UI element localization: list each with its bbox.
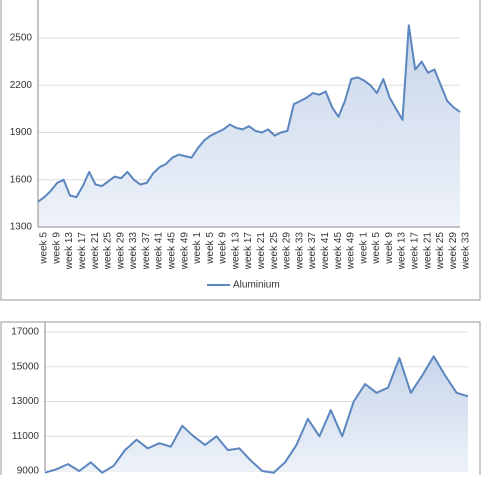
x-tick-label: week 21 [422,232,433,271]
x-tick-label: week 9 [384,232,395,265]
x-tick-label: week 25 [103,232,114,271]
area [45,356,468,473]
y-tick-label: 1600 [10,174,33,185]
x-tick-label: week 21 [256,232,267,271]
x-tick-label: week 29 [115,232,126,271]
y-tick-label: 11000 [12,431,40,442]
line [37,24,461,203]
x-tick-label: week 21 [90,232,101,271]
y-tick-label: 1300 [10,222,33,233]
y-tick-label: 1900 [10,127,33,138]
y-tick-label: 9000 [17,466,40,475]
x-tick-label: week 5 [205,232,216,265]
x-tick-label: week 33 [128,232,139,271]
x-tick-label: week 17 [243,232,254,271]
x-tick-label: week 49 [346,232,357,271]
x-tick-label: week 25 [269,232,280,271]
x-tick-label: week 13 [397,232,408,271]
y-tick-label: 13000 [11,396,39,407]
x-tick-label: week 1 [192,232,203,265]
line [44,355,469,474]
legend-label: Aluminium [233,280,280,291]
x-tick-label: week 37 [141,232,152,271]
x-tick-label: week 29 [282,232,293,271]
x-tick-label: week 5 [371,232,382,265]
x-tick-label: week 13 [64,232,75,271]
y-tick-label: 2500 [10,33,33,44]
chart-frame [0,0,481,301]
x-tick-label: week 41 [154,232,165,271]
x-tick-label: week 49 [179,232,190,271]
x-tick-label: week 17 [409,232,420,271]
x-tick-label: week 9 [218,232,229,265]
x-tick-label: week 29 [448,232,459,271]
y-tick-label: 17000 [11,327,39,338]
x-tick-label: week 45 [167,232,178,271]
y-tick-label: 2200 [10,80,33,91]
x-tick-label: week 41 [320,232,331,271]
x-tick-label: week 25 [435,232,446,271]
x-tick-label: week 45 [333,232,344,271]
x-tick-label: week 5 [39,232,50,265]
x-tick-label: week 9 [51,232,62,265]
chart-frame [0,321,481,480]
x-tick-label: week 17 [77,232,88,271]
x-tick-label: week 33 [461,232,472,271]
x-tick-label: week 33 [294,232,305,271]
x-tick-label: week 1 [358,232,369,265]
y-tick-label: 15000 [11,361,39,372]
x-tick-label: week 13 [230,232,241,271]
x-tick-label: week 37 [307,232,318,271]
